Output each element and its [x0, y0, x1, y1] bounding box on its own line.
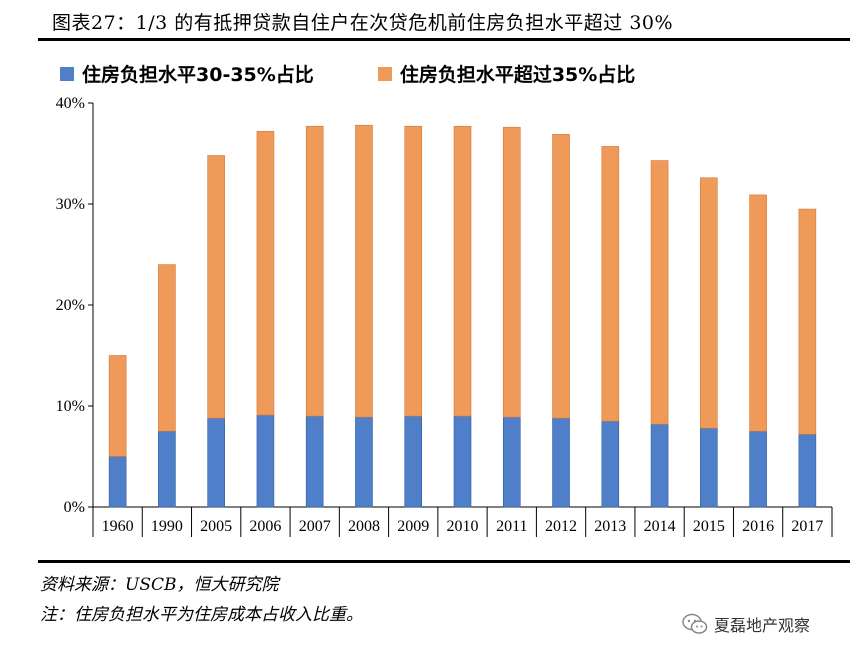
- bar-series1: [502, 416, 521, 508]
- x-tick-label: 2009: [397, 518, 429, 535]
- bar-series1: [650, 423, 669, 508]
- bottom-rule: [38, 560, 850, 563]
- x-tick-label: 2016: [742, 518, 774, 535]
- bar-series2: [552, 134, 570, 419]
- x-tick-label: 2013: [594, 518, 626, 535]
- y-tick-label: 20%: [56, 297, 85, 314]
- bar-series2: [158, 264, 176, 432]
- definition-note: 注：住房负担水平为住房成本占收入比重。: [40, 605, 363, 625]
- bar-series2: [355, 124, 373, 418]
- bar-series1: [207, 417, 225, 508]
- bar-series2: [798, 208, 817, 435]
- bar-series2: [256, 130, 275, 416]
- bar-series2: [700, 177, 718, 429]
- bar-series2: [305, 125, 324, 417]
- watermark-text: 夏磊地产观察: [714, 616, 811, 635]
- notes: 资料来源：USCB，恒大研究院 注：住房负担水平为住房成本占收入比重。: [40, 570, 363, 630]
- x-tick-label: 2014: [644, 518, 676, 535]
- watermark: 夏磊地产观察: [682, 612, 810, 636]
- y-tick-label: 40%: [56, 95, 85, 112]
- bar-series2: [601, 146, 620, 422]
- legend-swatch-series1: [60, 66, 74, 81]
- x-tick-label: 2012: [545, 518, 577, 535]
- y-tick-label: 30%: [56, 196, 85, 213]
- bar-series1: [305, 415, 324, 508]
- bar-series1: [798, 433, 817, 508]
- legend-swatch-series2: [377, 66, 392, 81]
- x-tick-label: 2010: [447, 518, 479, 535]
- bar-series1: [453, 415, 472, 508]
- x-tick-label: 2007: [299, 518, 331, 535]
- bar-series2: [749, 194, 767, 432]
- bar-series1: [256, 414, 275, 508]
- wechat-icon: [682, 613, 708, 634]
- bar-series1: [749, 430, 767, 508]
- bar-series2: [502, 126, 521, 418]
- x-tick-label: 2006: [249, 518, 281, 535]
- bar-series2: [453, 125, 472, 417]
- bar-series1: [355, 416, 373, 508]
- y-tick-label: 0%: [64, 499, 85, 516]
- bar-series2: [650, 160, 669, 425]
- bar-series1: [601, 420, 620, 508]
- y-tick-label: 10%: [56, 398, 85, 415]
- legend-item-series2: 住房负担水平超过35%占比: [377, 60, 636, 87]
- x-tick-label: 1990: [151, 518, 183, 535]
- x-tick-label: 1960: [102, 518, 134, 535]
- bar-series2: [108, 355, 127, 457]
- source-note: 资料来源：USCB，恒大研究院: [40, 575, 279, 595]
- x-tick-label: 2017: [791, 518, 823, 535]
- bar-series1: [552, 417, 570, 508]
- legend-item-series1: 住房负担水平30-35%占比: [60, 60, 314, 87]
- bar-series2: [404, 125, 423, 417]
- x-tick-label: 2015: [693, 518, 725, 535]
- legend-label-series1: 住房负担水平30-35%占比: [82, 64, 314, 86]
- legend-label-series2: 住房负担水平超过35%占比: [399, 64, 636, 86]
- bar-series1: [700, 427, 718, 508]
- bar-series2: [207, 155, 225, 419]
- x-tick-label: 2011: [496, 518, 527, 535]
- chart-title: 图表27：1/3 的有抵押贷款自住户在次贷危机前住房负担水平超过 30%: [52, 12, 674, 34]
- bar-series1: [158, 430, 176, 508]
- top-rule: [38, 38, 850, 41]
- x-tick-label: 2008: [348, 518, 380, 535]
- bar-chart: 0% 10% 20% 30% 40% 1960 1990 2005 2006 2007 2008 20…: [56, 95, 833, 537]
- bar-series1: [404, 415, 423, 508]
- legend: 住房负担水平30-35%占比 住房负担水平超过35%占比: [60, 60, 820, 87]
- bar-series1: [108, 456, 127, 508]
- x-tick-label: 2005: [200, 518, 232, 535]
